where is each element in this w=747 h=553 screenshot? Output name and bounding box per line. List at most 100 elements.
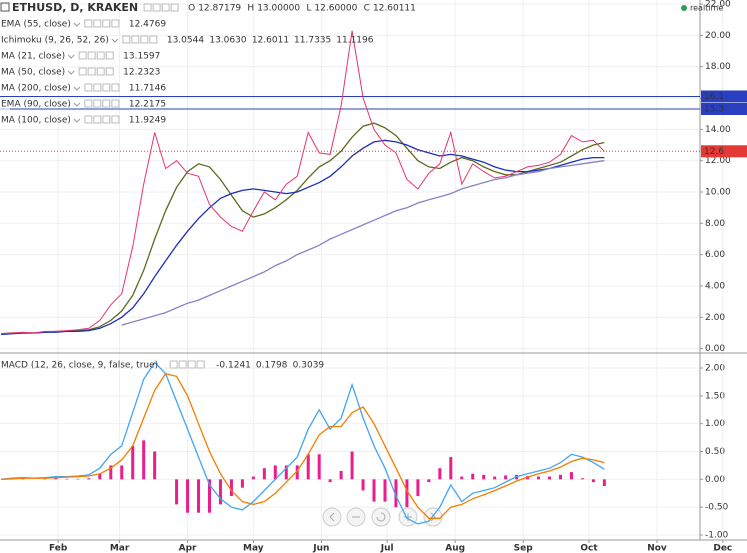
legend-icon [84,115,93,124]
histogram-bar [493,476,497,480]
histogram-bar [218,479,222,505]
histogram-bar [131,445,135,480]
legend-value: 11.7146 [129,84,166,94]
level-badge [701,103,747,116]
legend-value: 12.2175 [129,100,166,110]
histogram-bar [317,454,321,480]
legend-value: 11.9249 [129,116,166,126]
histogram-bar [504,475,508,480]
histogram-bar [109,465,113,480]
scroll-left-button[interactable] [322,507,342,527]
legend-icon [111,19,120,28]
legend-name: Ichimoku (9, 26, 52, 26) [1,36,109,46]
y-tick-label: 1.50 [705,391,725,401]
histogram-bar [537,476,541,480]
legend-backdrop [0,97,10,111]
study-line [1,122,605,335]
last-price-badge [701,145,747,158]
histogram-bar [548,476,552,480]
x-tick-label: Feb [49,544,68,553]
legend-icon [169,360,178,369]
legend-value: 12.2323 [123,68,160,78]
histogram-bar [273,465,277,480]
y-tick-label: 10.00 [705,188,731,198]
legend-name: MA (21, close) [1,52,65,62]
legend-icon [152,3,161,12]
legend-caret [73,86,81,91]
histogram-bar [251,476,255,480]
histogram-bar [383,479,387,502]
study-line [121,160,605,326]
histogram-bar [372,479,376,502]
histogram-bar [416,479,420,497]
histogram-bar [306,454,310,480]
x-tick-label: Nov [647,544,667,553]
legend-icon [178,360,187,369]
histogram-bar [153,451,157,480]
histogram-bar [186,479,190,513]
histogram-bar [197,479,201,513]
y-tick-label: 6.00 [705,250,725,260]
legend-icon [143,3,152,12]
legend-icon [87,67,96,76]
level-label: 15.3 [704,105,724,115]
x-tick-label: Mar [110,544,130,553]
legend-icon [84,99,93,108]
histogram-bar [427,479,431,483]
histogram-bar [175,479,179,505]
legend-caret [111,38,119,43]
legend-value: 13.1597 [123,52,160,62]
x-tick-label: Jul [380,544,394,553]
legend-caret [73,102,81,107]
histogram-bar [569,472,573,480]
histogram-bar [449,457,453,480]
macd-value: 0.1798 [256,361,288,371]
histogram-bar [120,465,124,480]
histogram-bar [602,479,606,487]
legend-value: 12.4769 [129,20,166,30]
x-tick-label: May [243,544,264,553]
histogram-bar [54,478,58,480]
legend-icon [78,51,87,60]
histogram-bar [328,479,332,483]
histogram-bar [438,468,442,480]
histogram-bar [43,478,47,480]
histogram-bar [460,476,464,480]
legend-backdrop [0,65,10,79]
legend-icon [84,19,93,28]
legend-icon [111,83,120,92]
ohlc-value: 13.00000 [257,4,300,14]
legend-icon [93,99,102,108]
ohlc-value: 12.87179 [198,4,241,14]
legend-icon [96,51,105,60]
histogram-bar [262,468,266,480]
zoom-icons [329,512,436,522]
y-tick-label: 0.00 [705,475,725,485]
histogram-bar [405,479,409,508]
legend-value: 11.7335 [294,36,331,46]
ohlc-value: 12.60000 [314,4,357,14]
realtime-label: realtime [690,4,723,13]
level-badge [701,90,747,103]
y-tick-label: -0.50 [705,503,729,513]
reset-button[interactable] [371,507,391,527]
legend-name: MA (50, close) [1,68,65,78]
y-tick-label: 18.00 [705,62,731,72]
x-tick-label: Sep [514,544,534,553]
realtime-dot [681,5,687,11]
legend-backdrop [0,81,10,95]
legend-icon [149,35,158,44]
legend-backdrop [0,17,10,31]
legend-icon [93,19,102,28]
histogram-bar [21,478,25,480]
legend-backdrop [0,33,10,47]
histogram-bar [240,479,244,488]
legend-icon [161,3,170,12]
study-line [1,139,605,336]
y-tick-label: 2.00 [705,364,725,374]
histogram-bar [98,473,102,480]
legend-backdrop [0,113,10,127]
y-tick-label: 0.50 [705,447,725,457]
legend-icon [111,115,120,124]
